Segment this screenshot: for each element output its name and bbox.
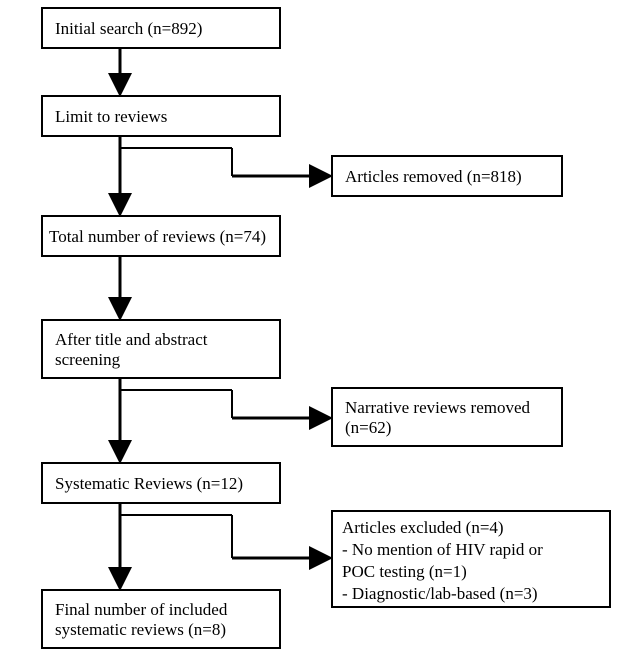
node-after-screening: [42, 320, 280, 378]
node-narrative-removed: [332, 388, 562, 446]
label-final-1: Final number of included: [55, 600, 228, 619]
label-narrative-2: (n=62): [345, 418, 391, 437]
node-final: [42, 590, 280, 648]
label-narrative-1: Narrative reviews removed: [345, 398, 531, 417]
label-initial-search: Initial search (n=892): [55, 19, 202, 38]
label-articles-removed: Articles removed (n=818): [345, 167, 522, 186]
label-after-screening-2: screening: [55, 350, 121, 369]
label-limit-reviews: Limit to reviews: [55, 107, 167, 126]
label-after-screening-1: After title and abstract: [55, 330, 208, 349]
label-systematic-reviews: Systematic Reviews (n=12): [55, 474, 243, 493]
label-excluded-3: POC testing (n=1): [342, 562, 467, 581]
label-total-reviews: Total number of reviews (n=74): [49, 227, 266, 246]
label-excluded-4: - Diagnostic/lab-based (n=3): [342, 584, 538, 603]
label-excluded-1: Articles excluded (n=4): [342, 518, 504, 537]
label-excluded-2: - No mention of HIV rapid or: [342, 540, 543, 559]
label-final-2: systematic reviews (n=8): [55, 620, 226, 639]
